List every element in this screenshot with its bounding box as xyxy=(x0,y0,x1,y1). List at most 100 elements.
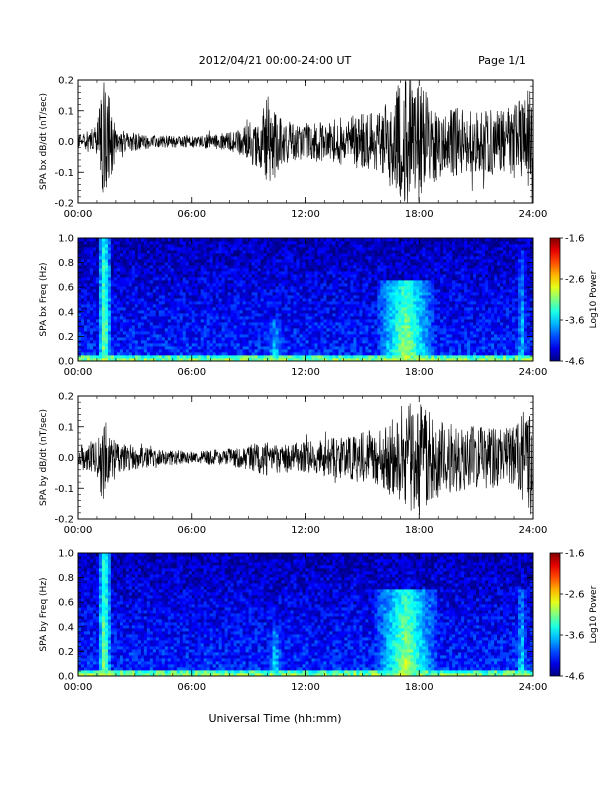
spectrogram-cell xyxy=(272,286,276,290)
spectrogram-cell xyxy=(413,337,417,341)
spectrogram-cell xyxy=(335,238,339,242)
spectrogram-cell xyxy=(245,340,250,344)
spectrogram-cell xyxy=(347,355,351,359)
spectrogram-cell xyxy=(83,250,88,254)
spectrogram-cell xyxy=(230,247,235,251)
spectrogram-cell xyxy=(110,331,115,335)
spectrogram-cell xyxy=(275,292,279,296)
spectrogram-cell xyxy=(299,322,303,326)
spectrogram-cell xyxy=(416,238,420,242)
spectrogram-cell xyxy=(428,319,432,323)
spectrogram-cell xyxy=(317,268,321,272)
spectrogram-cell xyxy=(248,241,253,245)
spectrogram-cell xyxy=(128,322,133,326)
spectrogram-cell xyxy=(221,340,226,344)
spectrogram-cell xyxy=(359,250,363,254)
spectrogram-cell xyxy=(332,295,336,299)
spectrogram-cell xyxy=(221,331,226,335)
spectrogram-cell xyxy=(134,238,139,242)
spectrogram-cell xyxy=(365,280,369,284)
spectrogram-cell xyxy=(233,256,238,260)
spectrogram-cell xyxy=(350,310,354,314)
spectrogram-cell xyxy=(320,259,324,263)
spectrogram-cell xyxy=(179,289,184,293)
spectrogram-cell xyxy=(167,289,172,293)
spectrogram-cell xyxy=(422,334,426,338)
spectrogram-cell xyxy=(317,271,321,275)
spectrogram-cell xyxy=(200,313,205,317)
spectrogram-cell xyxy=(311,313,315,317)
spectrogram-cell xyxy=(128,253,133,257)
spectrogram-cell xyxy=(158,319,163,323)
spectrogram-cell xyxy=(431,355,435,359)
spectrogram-cell xyxy=(404,271,408,275)
spectrogram-cell xyxy=(152,358,157,362)
spectrogram-cell xyxy=(416,334,420,338)
spectrogram-cell xyxy=(98,244,103,248)
spectrogram-cell xyxy=(200,289,205,293)
spectrogram-cell xyxy=(392,334,396,338)
spectrogram-cell xyxy=(284,349,288,353)
spectrogram-cell xyxy=(212,319,217,323)
spectrogram-cell xyxy=(410,256,414,260)
spectrogram-cell xyxy=(266,268,270,272)
spectrogram-cell xyxy=(242,307,247,311)
spectrogram-cell xyxy=(110,259,115,263)
spectrogram-cell xyxy=(404,355,408,359)
spectrogram-cell xyxy=(323,328,327,332)
spectrogram-cell xyxy=(95,295,100,299)
spectrogram-cell xyxy=(254,358,258,362)
spectrogram-cell xyxy=(98,301,103,305)
spectrogram-cell xyxy=(326,358,330,362)
spectrogram-cell xyxy=(80,325,85,329)
spectrogram-cell xyxy=(78,346,82,350)
spectrogram-cell xyxy=(86,268,91,272)
spectrogram-cell xyxy=(308,280,312,284)
spectrogram-cell xyxy=(78,328,82,332)
spectrogram-cell xyxy=(353,319,357,323)
spectrogram-cell xyxy=(188,250,193,254)
spectrogram-cell xyxy=(98,298,103,302)
spectrogram-cell xyxy=(353,298,357,302)
spectrogram-cell xyxy=(191,340,196,344)
spectrogram-cell xyxy=(113,307,118,311)
spectrogram-cell xyxy=(314,355,318,359)
spectrogram-cell xyxy=(224,343,229,347)
spectrogram-cell xyxy=(254,340,258,344)
spectrogram-cell xyxy=(215,289,220,293)
spectrogram-cell xyxy=(401,349,405,353)
spectrogram-cell xyxy=(398,289,402,293)
spectrogram-cell xyxy=(110,289,115,293)
spectrogram-cell xyxy=(317,292,321,296)
spectrogram-cell xyxy=(350,241,354,245)
spectrogram-cell xyxy=(188,319,193,323)
spectrogram-cell xyxy=(116,283,121,287)
spectrogram-cell xyxy=(152,346,157,350)
spectrogram-cell xyxy=(182,304,187,308)
spectrogram-cell xyxy=(230,265,235,269)
spectrogram-cell xyxy=(89,316,94,320)
spectrogram-cell xyxy=(416,304,420,308)
spectrogram-cell xyxy=(131,286,136,290)
spectrogram-cell xyxy=(332,247,336,251)
spectrogram-cell xyxy=(116,274,121,278)
spectrogram-cell xyxy=(83,292,88,296)
spectrogram-cell xyxy=(254,247,258,251)
spectrogram-cell xyxy=(140,259,145,263)
spectrogram-cell xyxy=(227,322,232,326)
spectrogram-cell xyxy=(116,286,121,290)
spectrogram-cell xyxy=(161,325,166,329)
spectrogram-cell xyxy=(305,256,309,260)
spectrogram-cell xyxy=(113,325,118,329)
spectrogram-cell xyxy=(227,307,232,311)
spectrogram-cell xyxy=(236,337,241,341)
spectrogram-cell xyxy=(182,355,187,359)
spectrogram-cell xyxy=(278,334,282,338)
spectrogram-cell xyxy=(98,274,103,278)
spectrogram-cell xyxy=(248,244,253,248)
spectrogram-cell xyxy=(302,241,306,245)
spectrogram-cell xyxy=(332,286,336,290)
spectrogram-cell xyxy=(425,286,429,290)
spectrogram-cell xyxy=(176,277,181,281)
spectrogram-cell xyxy=(143,253,148,257)
